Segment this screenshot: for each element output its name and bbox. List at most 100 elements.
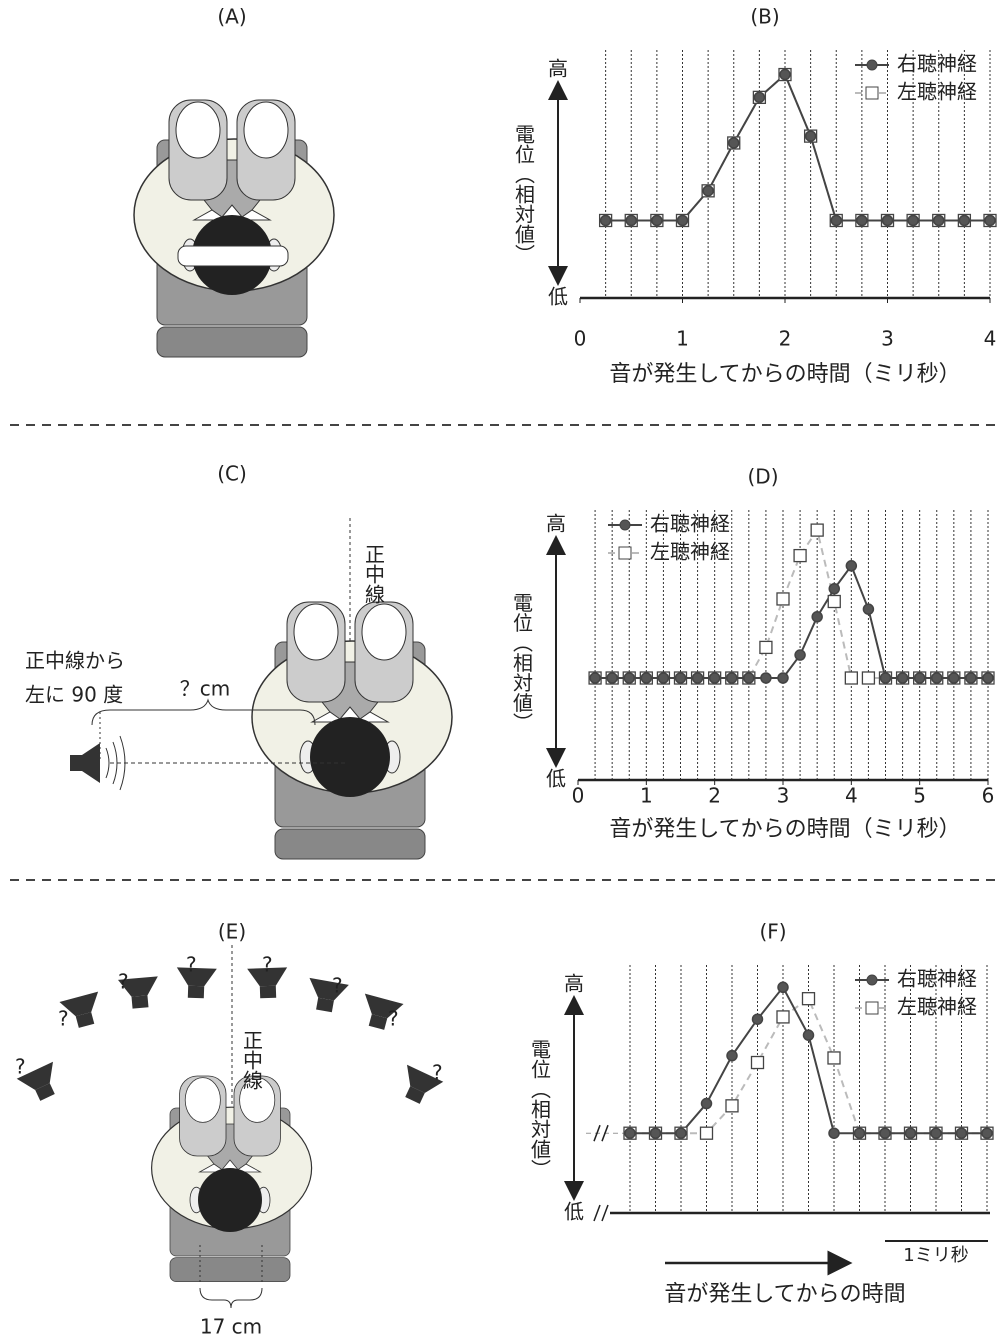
panel-label: (C) — [217, 462, 247, 486]
legend-marker — [867, 975, 877, 985]
data-point — [754, 92, 764, 102]
data-point — [857, 215, 867, 225]
legend-marker — [866, 1002, 878, 1014]
data-point — [744, 673, 754, 683]
data-point — [710, 673, 720, 683]
data-point — [761, 673, 771, 683]
data-point — [949, 673, 959, 683]
x-tick-label: 1 — [676, 327, 689, 351]
data-point — [607, 673, 617, 683]
x-axis-label: 音が発生してからの時間（ミリ秒） — [609, 817, 960, 842]
data-point — [932, 673, 942, 683]
legend-label: 左聴神経 — [897, 80, 977, 104]
data-point — [862, 672, 874, 684]
data-point — [727, 673, 737, 683]
data-point — [658, 673, 668, 683]
legend-marker — [866, 87, 878, 99]
data-point — [915, 673, 925, 683]
data-point — [828, 1052, 840, 1064]
x-tick-label: 2 — [779, 327, 792, 351]
x-tick-label: 4 — [845, 784, 858, 808]
data-point — [794, 550, 806, 562]
x-tick-label: 6 — [982, 784, 995, 808]
x-axis-label: 音が発生してからの時間（ミリ秒） — [609, 362, 960, 387]
data-point — [726, 1100, 738, 1112]
data-point — [693, 673, 703, 683]
chart-title: (B) — [750, 5, 779, 29]
data-point — [831, 215, 841, 225]
data-point — [752, 1057, 764, 1069]
legend-marker — [620, 520, 630, 530]
y-tick-label: 高 — [546, 512, 566, 536]
data-point — [898, 673, 908, 683]
data-point — [795, 650, 805, 660]
data-point — [804, 1030, 814, 1040]
data-point — [778, 673, 788, 683]
y-axis-label: 電位（相対値） — [512, 124, 536, 264]
data-point — [641, 673, 651, 683]
data-point — [982, 1128, 992, 1138]
unknown-mark: ? — [186, 953, 197, 977]
data-point — [777, 1011, 789, 1023]
data-point — [806, 131, 816, 141]
data-point — [729, 138, 739, 148]
data-point — [778, 982, 788, 992]
legend-marker — [619, 547, 631, 559]
brace — [200, 1288, 262, 1308]
distance-label: ？cm — [180, 677, 230, 701]
unknown-mark: ? — [262, 953, 273, 977]
midline-label: 正中線 — [240, 1030, 264, 1090]
data-point — [803, 993, 815, 1005]
data-point — [727, 1051, 737, 1061]
data-point — [625, 1128, 635, 1138]
data-point — [651, 1128, 661, 1138]
data-point — [828, 596, 840, 608]
axis-break — [594, 1205, 608, 1221]
data-point — [829, 1128, 839, 1138]
legend-label: 右聴神経 — [650, 512, 730, 536]
legend-label: 左聴神経 — [897, 995, 977, 1019]
data-point — [780, 70, 790, 80]
data-point — [957, 1128, 967, 1138]
data-point — [678, 215, 688, 225]
data-point — [855, 1128, 865, 1138]
data-point — [701, 1127, 713, 1139]
data-point — [931, 1128, 941, 1138]
x-tick-label: 1 — [640, 784, 653, 808]
unknown-mark: ? — [332, 974, 343, 998]
unknown-mark: ? — [432, 1061, 443, 1085]
legend-label: 右聴神経 — [897, 52, 977, 76]
data-point — [626, 215, 636, 225]
y-axis-label: 電位（相対値） — [510, 593, 534, 733]
panel-label: (E) — [218, 920, 246, 944]
data-point — [846, 561, 856, 571]
x-tick-label: 4 — [984, 327, 997, 351]
panel-label: (A) — [217, 5, 246, 29]
speaker-position: 左に 90 度 — [25, 683, 123, 707]
midline-label: 正中線 — [362, 544, 386, 604]
data-point — [985, 215, 995, 225]
head-width-label: 17 cm — [200, 1315, 262, 1339]
data-point — [829, 584, 839, 594]
data-point — [652, 215, 662, 225]
x-tick-label: 3 — [777, 784, 790, 808]
data-point — [881, 673, 891, 683]
data-point — [959, 215, 969, 225]
data-point — [863, 604, 873, 614]
data-point — [983, 673, 993, 683]
data-point — [590, 673, 600, 683]
y-tick-label: 低 — [564, 1200, 584, 1224]
data-point — [760, 641, 772, 653]
scale-bar-label: 1ミリ秒 — [903, 1245, 968, 1266]
data-point — [812, 612, 822, 622]
headphones — [178, 246, 288, 266]
data-point — [811, 524, 823, 536]
page: (A) (C) 正中線 正中線から 左に 90 度 ？cm (E) 正中線 ? … — [0, 0, 1000, 1342]
data-point — [880, 1128, 890, 1138]
speaker-position: 正中線から — [25, 649, 125, 673]
chart-title: (F) — [759, 920, 786, 944]
data-point — [702, 1099, 712, 1109]
sound-waves — [106, 736, 125, 790]
data-point — [753, 1014, 763, 1024]
data-point — [624, 673, 634, 683]
